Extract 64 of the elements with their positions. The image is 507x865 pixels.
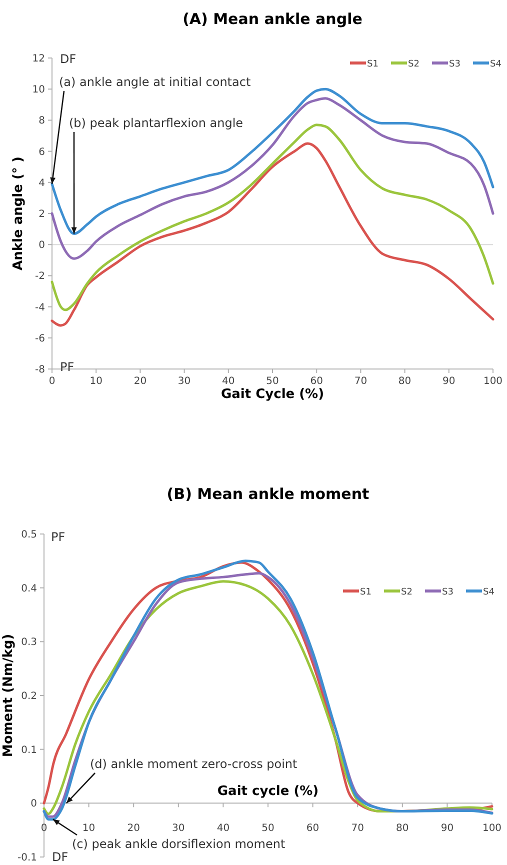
y-tick-label: 6 [38, 146, 45, 158]
x-tick-label: 80 [396, 823, 409, 834]
x-tick-label: 50 [262, 823, 274, 834]
x-tick-label: 90 [440, 823, 454, 834]
x-tick-label: 80 [398, 376, 412, 387]
legend-label: S3 [449, 60, 460, 70]
legend-label: S4 [490, 60, 502, 70]
x-tick-label: 90 [442, 376, 456, 387]
x-tick-label: 100 [482, 823, 502, 834]
y-tick-label: 0.1 [21, 744, 37, 756]
y-tick-label: 10 [32, 84, 45, 96]
x-tick-label: 40 [216, 823, 230, 834]
y-tick-label: 4 [38, 178, 45, 189]
annotation: (c) peak ankle dorsiflexion moment [72, 837, 286, 851]
x-tick-label: 60 [310, 376, 323, 387]
annotation: PF [51, 530, 66, 544]
x-tick-label: 30 [172, 823, 185, 834]
chart-title: (B) Mean ankle moment [166, 485, 370, 503]
y-tick-label: -6 [35, 333, 45, 344]
y-axis-title: Moment (Nm/kg) [1, 634, 16, 758]
x-tick-label: 100 [483, 376, 503, 387]
y-tick-label: 0.5 [21, 530, 37, 540]
line-series [50, 88, 494, 235]
x-tick-label: 50 [266, 376, 279, 387]
chart-title: (A) Mean ankle angle [182, 10, 362, 28]
x-tick-label: 20 [134, 376, 147, 387]
y-tick-label: 12 [32, 54, 45, 64]
annotation: DF [52, 850, 68, 864]
y-tick-label: -0.1 [17, 852, 37, 864]
x-tick-label: 70 [351, 823, 364, 834]
legend-label: S1 [360, 588, 372, 598]
annotation: DF [60, 52, 76, 66]
line-series [50, 142, 494, 327]
legend-label: S3 [442, 588, 454, 598]
x-tick-label: 10 [90, 376, 102, 387]
annotation: (b) peak plantarflexion angle [69, 116, 244, 130]
legend-label: S1 [367, 60, 378, 70]
y-tick-label: -4 [35, 302, 45, 314]
annotation: (d) ankle moment zero-cross point [90, 757, 298, 771]
y-axis-title: Ankle angle (° ) [11, 156, 26, 270]
x-tick-label: 40 [222, 376, 235, 387]
x-tick-label: 30 [178, 376, 191, 387]
x-axis-title: Gait Cycle (%) [220, 387, 324, 402]
y-tick-label: 8 [38, 116, 45, 127]
y-tick-label: 0 [30, 798, 37, 810]
legend-label: S2 [408, 60, 420, 70]
y-tick-label: -8 [35, 364, 45, 376]
y-tick-label: 0.2 [21, 691, 37, 702]
annotation: PF [60, 360, 74, 374]
y-tick-label: 2 [38, 209, 45, 220]
x-tick-label: 0 [48, 376, 56, 387]
y-tick-label: 0 [38, 240, 45, 252]
x-tick-label: 10 [82, 823, 96, 834]
legend-label: S4 [483, 588, 495, 598]
y-tick-label: 0.4 [21, 583, 37, 594]
legend-label: S2 [401, 588, 412, 598]
annotation: (a) ankle angle at initial contact [59, 75, 251, 89]
x-tick-label: 70 [354, 376, 368, 387]
x-tick-label: 60 [306, 823, 320, 834]
line-series [50, 97, 494, 260]
x-tick-label: 20 [127, 823, 140, 834]
x-axis-title: Gait cycle (%) [217, 784, 319, 799]
y-tick-label: -2 [35, 271, 45, 282]
y-tick-label: 0.3 [21, 637, 37, 648]
